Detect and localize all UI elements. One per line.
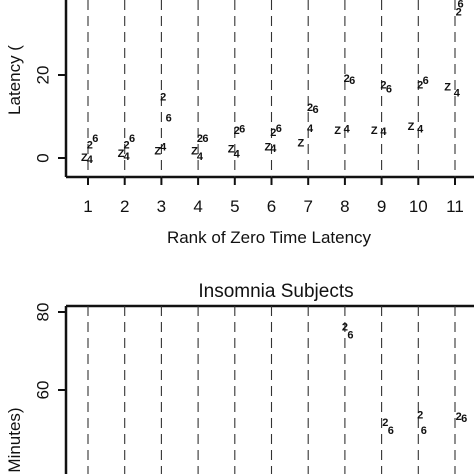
point-2: 2	[234, 125, 240, 137]
point-6: 6	[129, 133, 135, 145]
y-axis-title: Latency (	[5, 45, 24, 115]
point-Z: Z	[191, 146, 198, 158]
data-points: 222 266 66	[342, 322, 467, 437]
point-4: 4	[454, 88, 461, 100]
point-4: 4	[307, 123, 314, 135]
point-Z: Z	[81, 152, 88, 164]
vertical-gridlines	[87, 0, 456, 177]
point-2: 2	[382, 417, 388, 429]
data-points: ZZZZZZZZZZZZ4444444444422222222222666666…	[81, 0, 464, 166]
point-6: 6	[202, 133, 208, 145]
x-tick-label: 1	[83, 197, 92, 216]
x-tick-label: 3	[157, 197, 166, 216]
x-axis-title: Rank of Zero Time Latency	[167, 228, 372, 247]
point-2: 2	[456, 411, 462, 423]
point-6: 6	[388, 425, 394, 437]
point-6: 6	[347, 329, 353, 341]
x-tick-label: 2	[120, 197, 129, 216]
y-tick-label: 60	[33, 381, 52, 400]
point-Z: Z	[408, 121, 415, 133]
x-tick-label: 11	[446, 197, 464, 216]
point-4: 4	[417, 124, 424, 136]
point-Z: Z	[444, 81, 451, 93]
point-6: 6	[461, 413, 467, 425]
point-Z: Z	[154, 146, 161, 158]
point-Z: Z	[264, 142, 271, 154]
point-6: 6	[92, 133, 98, 145]
point-6: 6	[239, 124, 245, 136]
point-4: 4	[270, 143, 277, 155]
point-6: 6	[423, 75, 429, 87]
point-6: 6	[312, 104, 318, 116]
point-2: 2	[380, 79, 386, 91]
point-4: 4	[234, 149, 241, 161]
x-tick-label: 8	[340, 197, 349, 216]
point-Z: Z	[118, 148, 125, 160]
point-Z: Z	[455, 0, 462, 2]
point-Z: Z	[371, 125, 378, 137]
point-6: 6	[421, 425, 427, 437]
x-tick-label: 10	[409, 197, 428, 216]
point-2: 2	[270, 127, 276, 139]
y-tick-label: 20	[33, 66, 52, 85]
panel-title: Insomnia Subjects	[198, 281, 353, 302]
point-4: 4	[123, 151, 130, 163]
x-axis-ticks: 1 2 3 4 5 6 7 8 9 10 11	[83, 177, 464, 216]
y-tick-label: 80	[33, 303, 52, 322]
y-tick-label: 0	[33, 153, 52, 162]
point-4: 4	[197, 151, 204, 163]
y-axis-ticks: 0 20	[33, 66, 66, 163]
x-tick-label: 7	[303, 197, 312, 216]
point-Z: Z	[297, 137, 304, 149]
vertical-gridlines	[87, 306, 456, 474]
point-2: 2	[87, 139, 93, 151]
point-2: 2	[197, 133, 203, 145]
point-6: 6	[457, 0, 463, 10]
x-tick-label: 9	[377, 197, 386, 216]
point-2: 2	[456, 7, 462, 19]
y-axis-title: Minutes)	[5, 407, 24, 472]
point-6: 6	[349, 75, 355, 87]
point-2: 2	[417, 409, 423, 421]
point-2: 2	[307, 102, 313, 114]
x-tick-label: 5	[230, 197, 239, 216]
point-4: 4	[380, 126, 387, 138]
point-6: 6	[166, 112, 172, 124]
point-4: 4	[344, 124, 351, 136]
x-tick-label: 4	[193, 197, 202, 216]
point-4: 4	[160, 142, 167, 154]
point-Z: Z	[334, 125, 341, 137]
point-4: 4	[87, 154, 94, 166]
point-2: 2	[123, 139, 129, 151]
point-2: 2	[417, 79, 423, 91]
point-Z: Z	[228, 144, 235, 156]
point-2: 2	[344, 73, 350, 85]
x-tick-label: 6	[267, 197, 276, 216]
point-2: 2	[342, 322, 348, 334]
point-6: 6	[276, 123, 282, 135]
point-6: 6	[386, 83, 392, 95]
y-axis-ticks: 80 60	[33, 303, 66, 400]
point-2: 2	[160, 92, 166, 104]
